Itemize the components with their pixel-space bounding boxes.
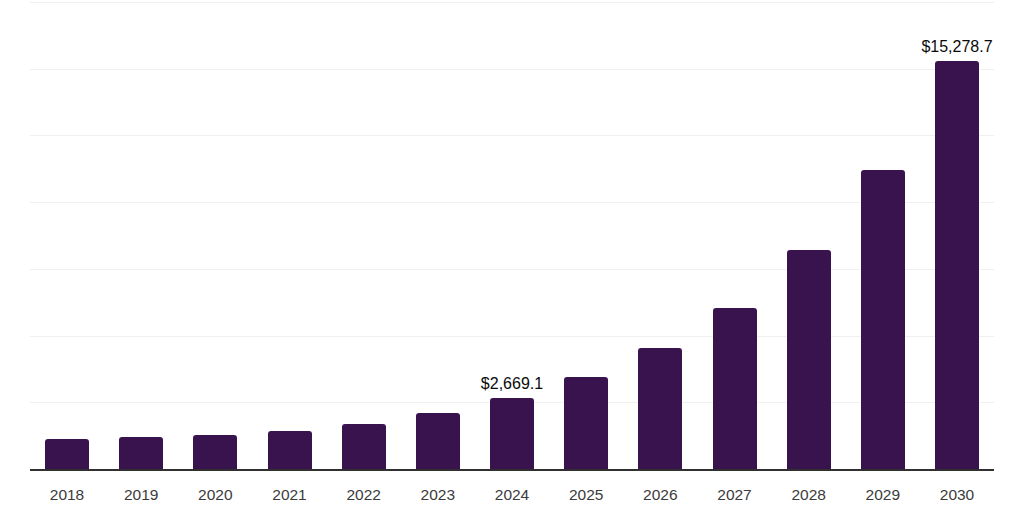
- gridline: [30, 269, 994, 270]
- x-tick-label-2025: 2025: [569, 486, 603, 504]
- x-tick-label-2020: 2020: [198, 486, 232, 504]
- market-forecast-bar-chart: 2018 2019 2020 2021 2022 2023 $2,669.1 2024 2025…: [0, 0, 1024, 512]
- x-tick-label-2024: 2024: [495, 486, 529, 504]
- x-tick-label-2022: 2022: [346, 486, 380, 504]
- bar-2021: [268, 431, 312, 469]
- bar-2024: [490, 398, 534, 469]
- x-tick-label-2019: 2019: [124, 486, 158, 504]
- gridline: [30, 202, 994, 203]
- x-tick-label-2026: 2026: [643, 486, 677, 504]
- bar-value-label-2024: $2,669.1: [481, 375, 543, 393]
- x-tick-label-2027: 2027: [717, 486, 751, 504]
- bar-2029: [861, 170, 905, 469]
- bar-2020: [193, 435, 237, 469]
- bar-2018: [45, 439, 89, 469]
- gridline: [30, 69, 994, 70]
- bar-2022: [342, 424, 386, 469]
- x-axis-line: [30, 469, 994, 471]
- gridline: [30, 135, 994, 136]
- x-tick-label-2030: 2030: [940, 486, 974, 504]
- bar-2026: [638, 348, 682, 469]
- bar-value-label-2030: $15,278.7: [921, 38, 992, 56]
- x-tick-label-2029: 2029: [866, 486, 900, 504]
- gridline: [30, 336, 994, 337]
- gridline: [30, 2, 994, 3]
- bar-2023: [416, 413, 460, 469]
- x-tick-label-2023: 2023: [421, 486, 455, 504]
- x-tick-label-2021: 2021: [272, 486, 306, 504]
- x-tick-label-2018: 2018: [50, 486, 84, 504]
- x-tick-label-2028: 2028: [791, 486, 825, 504]
- bar-2030: [935, 61, 979, 469]
- plot-area: 2018 2019 2020 2021 2022 2023 $2,669.1 2024 2025…: [0, 0, 1024, 512]
- bar-2027: [713, 308, 757, 469]
- bar-2028: [787, 250, 831, 469]
- bar-2025: [564, 377, 608, 469]
- bar-2019: [119, 437, 163, 469]
